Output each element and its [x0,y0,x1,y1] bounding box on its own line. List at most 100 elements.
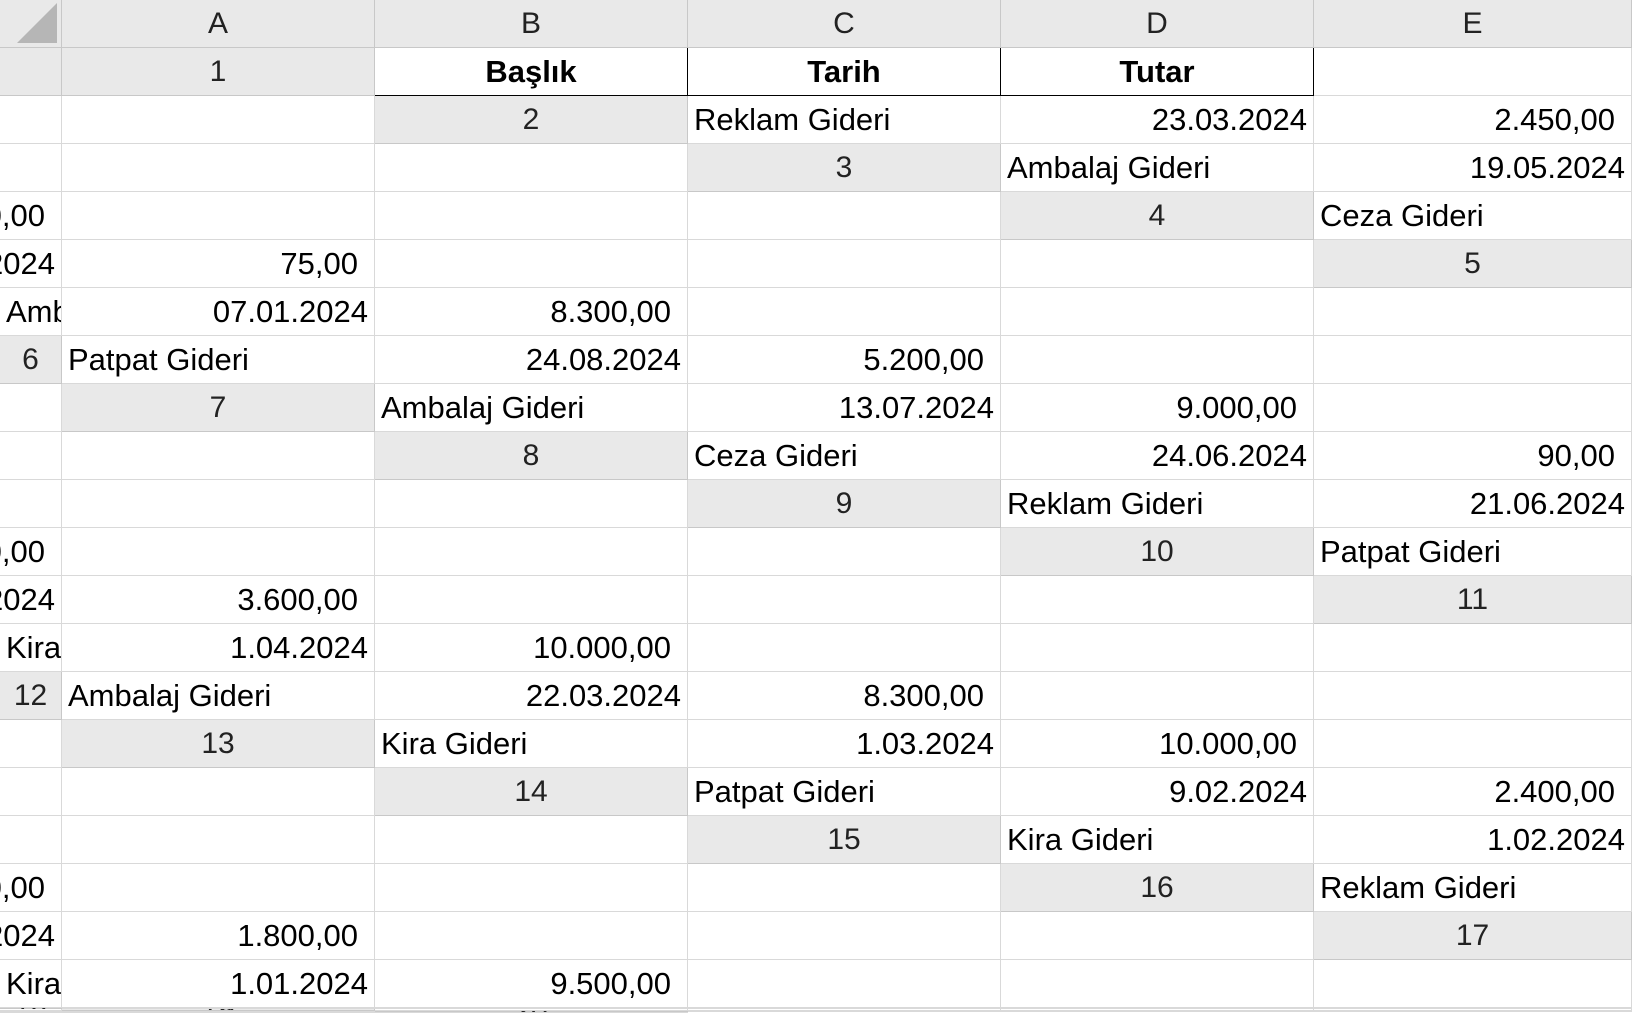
cell-empty[interactable] [62,1008,375,1010]
cell-empty[interactable] [0,768,62,816]
cell-empty[interactable] [0,384,62,432]
cell-empty[interactable] [1314,384,1632,432]
cell-empty[interactable] [62,96,375,144]
cell-empty[interactable] [62,768,375,816]
cell-empty[interactable] [1314,672,1632,720]
cell-empty[interactable] [0,432,62,480]
cell-title[interactable]: Reklam Gideri [1314,864,1632,912]
cell-amount[interactable]: 2.050,00 [0,528,62,576]
cell-empty[interactable] [0,720,62,768]
cell-title[interactable]: Kira Gideri [1001,816,1314,864]
cell-a1-header[interactable]: Başlık [375,48,688,96]
cell-empty[interactable] [1001,912,1314,960]
cell-empty[interactable] [688,1009,1001,1011]
row-header-19[interactable]: 19 [62,1009,375,1011]
cell-empty[interactable] [0,96,62,144]
cell-title[interactable]: Ceza Gideri [688,432,1001,480]
cell-empty[interactable] [375,144,688,192]
row-header-3[interactable]: 3 [688,144,1001,192]
cell-title[interactable]: Ceza Gideri [1314,192,1632,240]
cell-empty[interactable] [375,1009,688,1011]
cell-empty[interactable] [62,432,375,480]
cell-date[interactable]: 22.03.2024 [375,672,688,720]
row-header-16[interactable]: 16 [1001,864,1314,912]
column-header-edge[interactable] [0,48,62,96]
cell-date[interactable]: 23.03.2024 [1001,96,1314,144]
cell-empty[interactable] [688,288,1001,336]
cell-date[interactable]: 12.05.2024 [0,576,62,624]
cell-empty[interactable] [375,576,688,624]
cell-amount[interactable]: 10.000,00 [1001,720,1314,768]
row-header-10[interactable]: 10 [1001,528,1314,576]
cell-empty[interactable] [0,816,62,864]
cell-date[interactable]: 11.05.2024 [0,240,62,288]
select-all-button[interactable] [0,0,62,48]
cell-empty[interactable] [1314,1010,1632,1012]
cell-title[interactable]: Patpat Gideri [1314,528,1632,576]
cell-empty[interactable] [0,144,62,192]
cell-title[interactable]: Patpat Gideri [688,768,1001,816]
cell-empty[interactable] [1001,240,1314,288]
cell-empty[interactable] [1314,960,1632,1008]
cell-empty[interactable] [688,1010,1001,1012]
cell-empty[interactable] [1314,720,1632,768]
cell-amount[interactable]: 9.000,00 [1001,384,1314,432]
cell-date[interactable]: 24.08.2024 [375,336,688,384]
cell-empty[interactable] [62,1010,375,1012]
cell-empty[interactable] [1001,960,1314,1008]
cell-empty[interactable] [375,864,688,912]
cell-empty[interactable] [688,1008,1001,1010]
cell-empty[interactable] [375,528,688,576]
column-header-c[interactable]: C [688,0,1001,48]
cell-title[interactable]: Reklam Gideri [1001,480,1314,528]
cell-empty[interactable] [1001,288,1314,336]
cell-title[interactable]: Ambalaj Gideri [1001,144,1314,192]
cell-empty[interactable] [0,1009,62,1011]
cell-title[interactable]: Kira Gideri [0,960,62,1008]
cell-empty[interactable] [375,192,688,240]
column-header-a[interactable]: A [62,0,375,48]
row-header-12[interactable]: 12 [0,672,62,720]
cell-amount[interactable]: 8.300,00 [688,672,1001,720]
column-header-b[interactable]: B [375,0,688,48]
cell-empty[interactable] [1001,336,1314,384]
row-header-17[interactable]: 17 [1314,912,1632,960]
cell-empty[interactable] [375,240,688,288]
cell-empty[interactable] [1314,336,1632,384]
cell-amount[interactable]: 5.200,00 [688,336,1001,384]
cell-amount[interactable]: 8.450,00 [0,192,62,240]
row-header-11[interactable]: 11 [1314,576,1632,624]
cell-title[interactable]: Ambalaj Gideri [0,288,62,336]
cell-empty[interactable] [1001,624,1314,672]
cell-empty[interactable] [0,480,62,528]
cell-empty[interactable] [375,1008,688,1010]
cell-empty[interactable] [688,240,1001,288]
cell-date[interactable]: 14.01.2024 [0,912,62,960]
cell-empty[interactable] [62,192,375,240]
column-header-e[interactable]: E [1314,0,1632,48]
cell-empty[interactable] [1001,1010,1314,1012]
cell-title[interactable]: Kira Gideri [0,624,62,672]
cell-empty[interactable] [62,864,375,912]
row-header-7[interactable]: 7 [62,384,375,432]
cell-empty[interactable] [375,912,688,960]
cell-title[interactable]: Reklam Gideri [688,96,1001,144]
cell-amount[interactable]: 1.800,00 [62,912,375,960]
cell-date[interactable]: 13.07.2024 [688,384,1001,432]
cell-empty[interactable] [62,528,375,576]
cell-empty[interactable] [688,960,1001,1008]
cell-empty[interactable] [62,480,375,528]
cell-title[interactable]: Ambalaj Gideri [375,384,688,432]
column-header-d[interactable]: D [1001,0,1314,48]
cell-title[interactable]: Patpat Gideri [62,336,375,384]
cell-empty[interactable] [688,864,1001,912]
row-header-5[interactable]: 5 [1314,240,1632,288]
row-header-13[interactable]: 13 [62,720,375,768]
cell-empty[interactable] [62,144,375,192]
cell-empty[interactable] [0,1010,62,1012]
cell-amount[interactable]: 2.400,00 [1314,768,1632,816]
cell-amount[interactable]: 8.300,00 [375,288,688,336]
cell-empty[interactable] [375,816,688,864]
cell-title[interactable]: Ambalaj Gideri [62,672,375,720]
cell-empty[interactable] [62,816,375,864]
